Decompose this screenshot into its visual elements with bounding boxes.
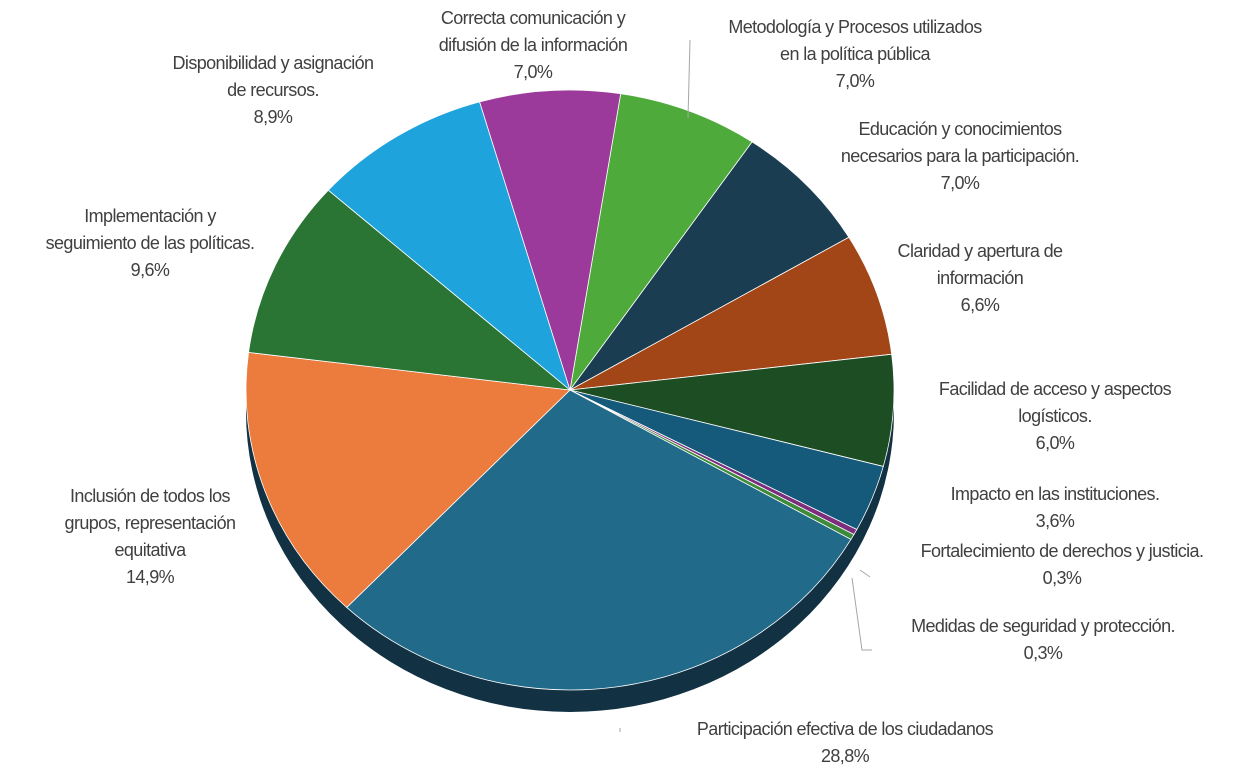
category-name: Participación efectiva de los ciudadanos — [696, 719, 994, 739]
category-name: Correcta comunicación y difusión de la i… — [438, 8, 628, 55]
pie-slice — [569, 353, 895, 467]
category-name: Inclusión de todos los grupos, represent… — [64, 486, 237, 560]
category-name: Disponibilidad y asignación de recursos. — [172, 53, 375, 100]
slice-label: Educación y conocimientos necesarios par… — [740, 116, 1180, 197]
pie-slice — [569, 93, 753, 391]
slice-label: Facilidad de acceso y aspectos logístico… — [835, 376, 1238, 457]
slice-label: Implementación y seguimiento de las polí… — [0, 203, 370, 284]
slice-label: Participación efectiva de los ciudadanos… — [625, 716, 1065, 768]
value-label: 28,8% — [820, 746, 870, 766]
pie-slice — [327, 101, 571, 392]
slice-label: Medidas de seguridad y protección. 0,3% — [823, 613, 1238, 667]
category-name: Implementación y seguimiento de las polí… — [45, 206, 255, 253]
value-label: 6,6% — [960, 295, 1000, 315]
slice-label: Disponibilidad y asignación de recursos.… — [53, 50, 493, 131]
category-name: Facilidad de acceso y aspectos logístico… — [938, 379, 1172, 426]
slice-label: Impacto en las instituciones. 3,6% — [835, 481, 1238, 535]
slice-label: Inclusión de todos los grupos, represent… — [0, 483, 370, 591]
slice-label: Claridad y apertura de información 6,6% — [760, 238, 1200, 319]
slice-label: Correcta comunicación y difusión de la i… — [313, 5, 753, 86]
value-label: 9,6% — [130, 260, 170, 280]
value-label: 7,0% — [940, 173, 980, 193]
value-label: 7,0% — [513, 62, 553, 82]
value-label: 0,3% — [1023, 643, 1063, 663]
category-name: Educación y conocimientos necesarios par… — [840, 119, 1080, 166]
value-label: 7,0% — [835, 71, 875, 91]
category-name: Metodología y Procesos utilizados en la … — [728, 17, 982, 64]
value-label: 14,9% — [125, 567, 175, 587]
value-label: 8,9% — [253, 107, 293, 127]
value-label: 6,0% — [1035, 433, 1075, 453]
pie-slice — [479, 89, 622, 391]
pie-slice — [346, 389, 852, 691]
leader-line — [687, 39, 691, 119]
category-name: Fortalecimiento de derechos y justicia. — [920, 541, 1204, 561]
category-name: Medidas de seguridad y protección. — [911, 616, 1175, 636]
slice-label: Fortalecimiento de derechos y justicia. 0… — [842, 538, 1238, 592]
leader-line — [859, 569, 871, 578]
value-label: 0,3% — [1042, 568, 1082, 588]
value-label: 3,6% — [1035, 511, 1075, 531]
pie-slice — [248, 189, 572, 391]
category-name: Impacto en las instituciones. — [950, 484, 1160, 504]
category-name: Claridad y apertura de información — [897, 241, 1064, 288]
pie-slice — [569, 236, 893, 391]
slice-label: Metodología y Procesos utilizados en la … — [635, 14, 1075, 95]
leader-line — [851, 577, 872, 651]
pie-slice — [569, 141, 850, 391]
pie-slice — [245, 351, 571, 608]
